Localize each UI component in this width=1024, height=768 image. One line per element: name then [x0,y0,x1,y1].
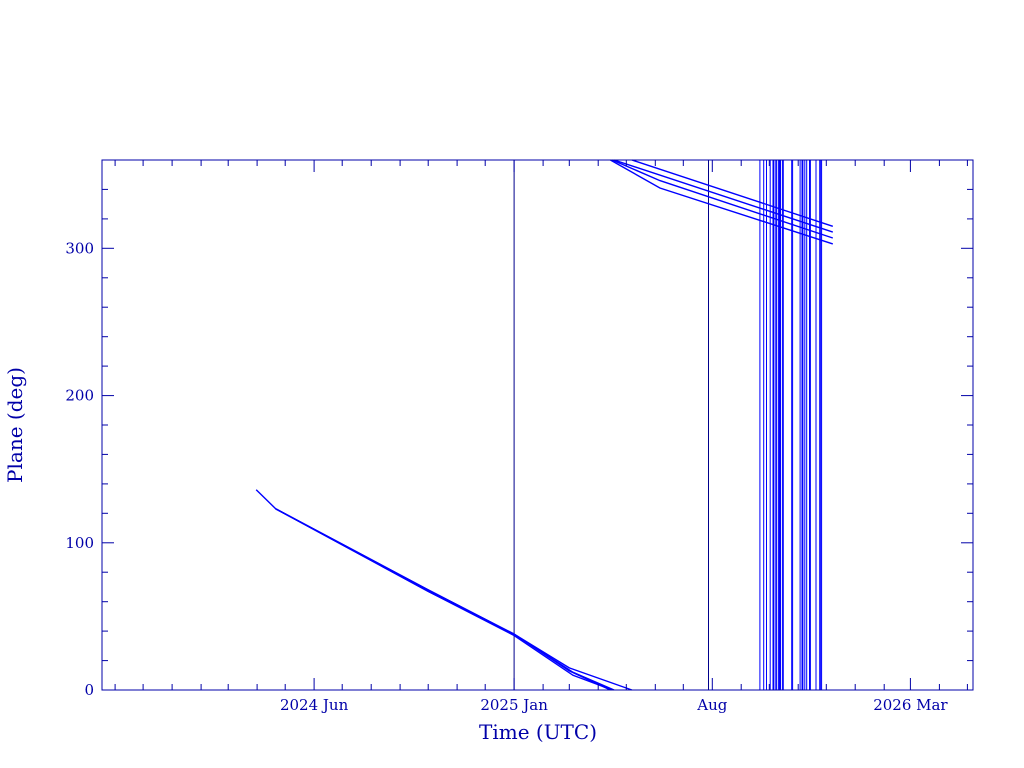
y-tick-label: 300 [65,239,94,257]
y-axis-title: Plane (deg) [3,367,27,483]
x-axis-title: Time (UTC) [479,720,597,744]
tick-labels: 0 100 200 300 2024 Jun 2025 Jan Aug 2026 Mar [65,239,948,714]
axis-ticks [102,159,973,691]
y-tick-label: 0 [84,681,94,699]
data-lines [255,159,834,691]
series-line-6 [612,159,834,239]
plot-frame [101,159,974,691]
series-line-7 [613,159,834,233]
series-line-8 [631,159,834,227]
x-tick-label: 2025 Jan [480,696,548,714]
x-tick-label: 2024 Jun [280,696,349,714]
series-line-4 [275,508,633,691]
y-tick-label: 200 [65,387,94,405]
series-line-5 [610,159,834,245]
x-tick-label: 2026 Mar [873,696,948,714]
series-line-1 [255,489,615,691]
y-tick-label: 100 [65,534,94,552]
x-tick-label: Aug [696,696,727,714]
